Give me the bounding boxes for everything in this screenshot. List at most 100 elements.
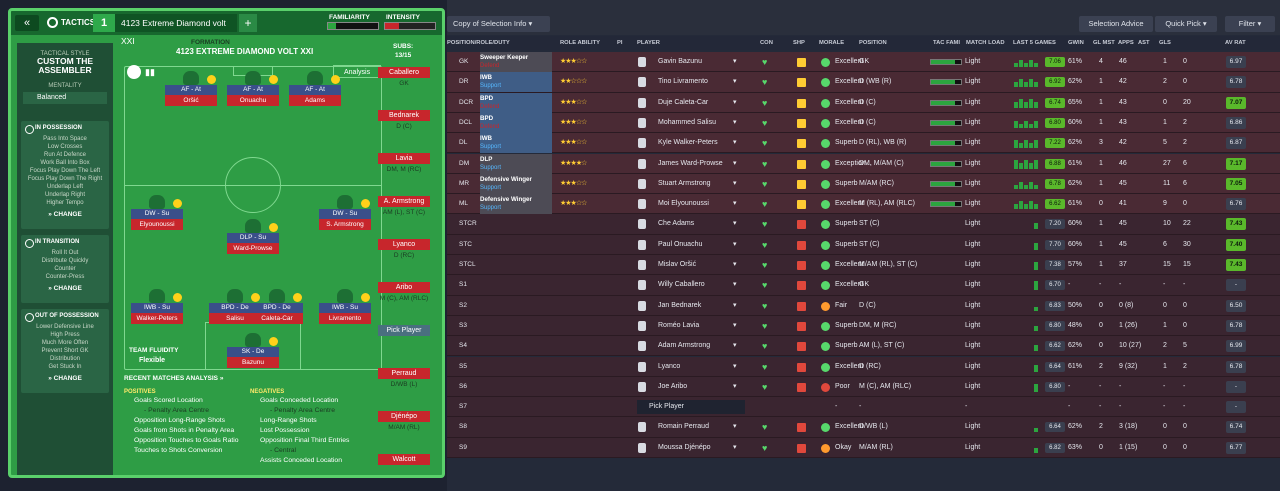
pick-player-dropdown[interactable]: Pick Player [637, 400, 745, 415]
table-row[interactable]: S4 Adam Armstrong ▾ ♥ Superb AM (L), ST (C) Li… [447, 336, 1280, 357]
player-name[interactable]: Jan Bednarek [658, 301, 702, 309]
column-header[interactable]: GWIN [1068, 40, 1084, 46]
table-row[interactable]: S2 Jan Bednarek ▾ ♥ Fair D (C) Light 6.83 50% 0 0 … [447, 295, 1280, 316]
pitch-position[interactable]: AF - At Onuachu [227, 85, 279, 106]
zoom-icon[interactable] [127, 65, 141, 79]
column-header[interactable]: PLAYER [637, 40, 660, 46]
column-header[interactable]: LAST 5 GAMES [1013, 40, 1056, 46]
table-row[interactable]: DL IWB Support ★★★☆☆ Kyle Walker-Peters ▾ ♥ Sup… [447, 133, 1280, 154]
instruction-badge-icon[interactable] [269, 223, 278, 232]
player-name[interactable]: James Ward-Prowse [658, 159, 723, 167]
instruction-badge-icon[interactable] [269, 75, 278, 84]
table-row[interactable]: S5 Lyanco ▾ ♥ Excellent D (RC) Light 6.64 61% 2 9 … [447, 356, 1280, 377]
table-row[interactable]: STC Paul Onuachu ▾ ♥ Superb ST (C) Light 7.70 60… [447, 234, 1280, 255]
player-name[interactable]: Che Adams [658, 220, 695, 228]
column-header[interactable]: GLS [1159, 40, 1171, 46]
tactic-name[interactable]: 4123 Extreme Diamond volt XXI [115, 14, 237, 46]
column-header[interactable]: POSITION/ROLE/DUTY [447, 40, 510, 46]
table-row[interactable]: S6 Joe Aribo ▾ ♥ Poor M (C), AM (RLC) Light 6.8… [447, 376, 1280, 398]
player-dropdown-icon[interactable]: ▾ [733, 159, 737, 167]
role-duty-box[interactable]: DLP Support [480, 153, 552, 174]
column-header[interactable]: CON [760, 40, 773, 46]
in-possession-change-button[interactable]: » CHANGE [48, 211, 82, 218]
column-header[interactable]: APPS [1118, 40, 1134, 46]
pitch-position[interactable]: DW - Su Elyounoussi [131, 209, 183, 230]
instruction-badge-icon[interactable] [173, 293, 182, 302]
sub-slot[interactable]: Walcott [378, 454, 430, 467]
table-row[interactable]: STCR Che Adams ▾ ♥ Superb ST (C) Light 7.20 60% 1… [447, 214, 1280, 235]
column-header[interactable]: MORALE [819, 40, 845, 46]
player-dropdown-icon[interactable]: ▾ [733, 118, 737, 126]
instruction-badge-icon[interactable] [251, 293, 260, 302]
instruction-badge-icon[interactable] [207, 75, 216, 84]
sub-slot[interactable]: A. Armstrong AM (L), ST (C) [378, 196, 430, 216]
pitch-position[interactable]: BPD - De Salisu [209, 303, 261, 324]
role-duty-box[interactable]: Defensive Winger Support [480, 194, 552, 215]
table-row[interactable]: S8 Romain Perraud ▾ ♥ Excellent D/WB (L) Light… [447, 417, 1280, 438]
table-row[interactable]: ML Defensive Winger Support ★★★☆☆ Moi Elyoun… [447, 194, 1280, 215]
instruction-badge-icon[interactable] [173, 199, 182, 208]
column-header[interactable]: POSITION [859, 40, 887, 46]
sub-slot[interactable]: Lavia DM, M (RC) [378, 153, 430, 173]
player-dropdown-icon[interactable]: ▾ [733, 281, 737, 289]
table-row[interactable]: DCL BPD Defend ★★★☆☆ Mohammed Salisu ▾ ♥ Excell… [447, 112, 1280, 134]
collapse-button[interactable]: « [15, 15, 39, 31]
column-header[interactable]: ROLE ABILITY [560, 40, 601, 46]
sub-slot[interactable]: Pick Player [378, 325, 430, 338]
table-row[interactable]: S1 Willy Caballero ▾ ♥ Excellent GK Light 6.70-… [447, 275, 1280, 296]
table-row[interactable]: MR Defensive Winger Support ★★★☆☆ Stuart Arm… [447, 173, 1280, 195]
tactic-slot-number[interactable]: 1 [93, 14, 115, 32]
stats-icon[interactable]: ▮▮ [145, 67, 155, 77]
player-dropdown-icon[interactable]: ▾ [733, 261, 737, 268]
player-name[interactable]: Joe Aribo [658, 382, 688, 390]
column-header[interactable]: GL MST [1093, 40, 1115, 46]
copy-selection-info-button[interactable]: Copy of Selection Info ▾ [447, 16, 550, 32]
pitch-position[interactable]: IWB - Su Walker-Peters [131, 303, 183, 324]
role-duty-box[interactable]: BPD Defend [480, 112, 552, 133]
instruction-badge-icon[interactable] [361, 293, 370, 302]
player-dropdown-icon[interactable]: ▾ [733, 342, 737, 350]
player-dropdown-icon[interactable]: ▾ [733, 382, 737, 390]
column-header[interactable]: SHP [793, 40, 805, 46]
player-dropdown-icon[interactable]: ▾ [733, 179, 737, 187]
player-name[interactable]: Tino Livramento [658, 78, 708, 86]
table-row[interactable]: DR IWB Support ★★☆☆☆ Tino Livramento ▾ ♥ Excell… [447, 72, 1280, 93]
player-name[interactable]: Moussa Djénépo [658, 443, 711, 451]
role-duty-box[interactable]: IWB Support [480, 133, 552, 154]
player-name[interactable]: Willy Caballero [658, 281, 705, 289]
player-name[interactable]: Gavin Bazunu [658, 58, 702, 65]
add-tactic-button[interactable]: + [239, 14, 257, 32]
player-dropdown-icon[interactable]: ▾ [733, 200, 737, 208]
role-duty-box[interactable]: Defensive Winger Support [480, 173, 552, 194]
table-row[interactable]: DCR BPD Defend ★★★☆☆ Duje Caleta-Car ▾ ♥ Excell… [447, 92, 1280, 113]
role-duty-box[interactable]: BPD Defend [480, 92, 552, 113]
player-name[interactable]: Stuart Armstrong [658, 179, 711, 187]
player-dropdown-icon[interactable]: ▾ [733, 139, 737, 147]
instruction-badge-icon[interactable] [361, 199, 370, 208]
instruction-badge-icon[interactable] [269, 337, 278, 346]
sub-slot[interactable]: Caballero GK [378, 67, 430, 87]
player-dropdown-icon[interactable]: ▾ [733, 98, 737, 106]
player-dropdown-icon[interactable]: ▾ [733, 301, 737, 309]
player-dropdown-icon[interactable]: ▾ [733, 362, 737, 370]
player-name[interactable]: Roméo Lavia [658, 321, 700, 329]
player-name[interactable]: Adam Armstrong [658, 342, 711, 350]
table-row[interactable]: S9 Moussa Djénépo ▾ ♥ Okay M/AM (RL) Light 6.82… [447, 437, 1280, 458]
recent-matches-label[interactable]: RECENT MATCHES ANALYSIS » [124, 375, 224, 382]
mentality-dropdown[interactable]: Balanced [23, 92, 107, 104]
formation-name[interactable]: 4123 EXTREME DIAMOND VOLT XXI [176, 47, 314, 56]
filter-button[interactable]: Filter ▾ [1225, 16, 1275, 32]
selection-advice-button[interactable]: Selection Advice [1079, 16, 1153, 32]
table-row[interactable]: S3 Roméo Lavia ▾ ♥ Superb DM, M (RC) Light 6.80… [447, 315, 1280, 337]
player-name[interactable]: Paul Onuachu [658, 240, 703, 248]
sub-slot[interactable]: Aribo M (C), AM (RLC) [378, 282, 430, 302]
table-row[interactable]: GK Sweeper Keeper Defend ★★★☆☆ Gavin Bazunu ▾… [447, 52, 1280, 73]
sub-slot[interactable]: Lyanco D (RC) [378, 239, 430, 259]
table-row[interactable]: DM DLP Support ★★★★☆ James Ward-Prowse ▾ ♥ Exce… [447, 153, 1280, 174]
pitch-position[interactable]: AF - At Adams [289, 85, 341, 106]
table-row[interactable]: S7 Pick Player - - - - - - - - - [447, 397, 1280, 418]
column-header[interactable]: TAC FAMI [933, 40, 960, 46]
instruction-badge-icon[interactable] [293, 293, 302, 302]
player-name[interactable]: Kyle Walker-Peters [658, 139, 718, 147]
pitch-position[interactable]: AF - At Oršić [165, 85, 217, 106]
